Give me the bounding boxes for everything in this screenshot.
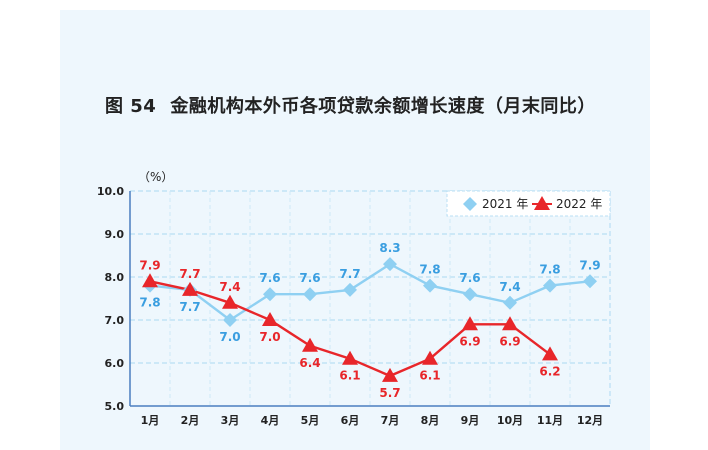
series-point <box>303 287 317 302</box>
series-point <box>542 346 558 361</box>
x-tick-label: 11月 <box>537 414 563 427</box>
x-tick-label: 4月 <box>261 414 280 427</box>
legend-marker-2021 <box>463 197 477 211</box>
x-tick-label: 8月 <box>421 414 440 427</box>
data-label-2022: 6.4 <box>299 356 320 370</box>
data-label-2021: 7.4 <box>499 280 520 294</box>
series-point <box>342 350 358 365</box>
series-point <box>383 257 397 272</box>
series-point <box>502 316 518 331</box>
legend-label-2022: 2022 年 <box>556 197 602 211</box>
series-point <box>463 287 477 302</box>
x-tick-label: 3月 <box>221 414 240 427</box>
x-tick-label: 9月 <box>461 414 480 427</box>
series-point <box>382 367 398 382</box>
data-label-2022: 6.9 <box>459 334 480 348</box>
data-label-2021: 7.6 <box>259 271 280 285</box>
y-tick-label: 7.0 <box>105 314 125 327</box>
data-label-2021: 7.8 <box>419 263 440 277</box>
chart-panel <box>60 10 650 450</box>
x-tick-label: 6月 <box>341 414 360 427</box>
series-point <box>223 313 237 327</box>
x-tick-label: 12月 <box>577 414 603 427</box>
figure-title-text: 金融机构本外币各项贷款余额增长速度（月末同比） <box>170 96 596 117</box>
data-label-2022: 5.7 <box>379 386 400 400</box>
series-point <box>263 287 277 302</box>
y-tick-label: 9.0 <box>105 228 125 241</box>
data-label-2021: 7.7 <box>179 300 200 314</box>
y-tick-label: 8.0 <box>105 271 125 284</box>
axes <box>129 191 610 407</box>
series-point <box>543 278 557 293</box>
series-point <box>302 337 318 352</box>
x-tick-labels: 1月 2月 3月 4月 5月 6月 7月 8月 9月 10月 11月 12月 <box>141 414 603 427</box>
data-label-2021: 7.8 <box>539 263 560 277</box>
data-label-2022: 6.9 <box>499 334 520 348</box>
data-label-2021: 7.8 <box>139 296 160 310</box>
data-label-2022: 6.2 <box>539 364 560 378</box>
data-label-2022: 6.1 <box>339 369 360 383</box>
x-tick-label: 10月 <box>497 414 523 427</box>
legend-label-2021: 2021 年 <box>482 197 528 211</box>
series-point <box>262 312 278 326</box>
x-tick-label: 2月 <box>181 414 200 427</box>
figure-number: 图 54 <box>105 96 157 117</box>
figure-title: 图 54 金融机构本外币各项贷款余额增长速度（月末同比） <box>105 92 596 118</box>
data-label-2021: 7.6 <box>299 271 320 285</box>
legend: 2021 年 2022 年 <box>446 190 611 217</box>
data-label-2022: 7.7 <box>179 267 200 281</box>
data-label-2022: 7.9 <box>139 258 160 272</box>
data-label-2022: 6.1 <box>419 369 440 383</box>
series-group: 7.8 7.7 7.0 7.6 7.6 7.7 8.3 7.8 7.6 7.4 7.8 7.9 7.9 7… <box>139 241 600 400</box>
series-point <box>142 273 158 288</box>
series-point <box>423 278 437 293</box>
y-tick-label: 6.0 <box>105 357 125 370</box>
data-label-2022: 7.4 <box>219 280 240 294</box>
series-point <box>462 316 478 331</box>
series-point <box>503 295 517 310</box>
data-label-2021: 8.3 <box>379 241 400 255</box>
legend-marker-2022 <box>534 196 550 210</box>
series-point <box>222 294 238 309</box>
series-point <box>422 350 438 365</box>
y-unit-label: （%） <box>138 170 173 184</box>
data-label-2021: 7.0 <box>219 330 240 344</box>
x-tick-label: 5月 <box>301 414 320 427</box>
x-tick-label: 7月 <box>381 414 400 427</box>
data-label-2022: 7.0 <box>259 330 280 344</box>
series-point <box>583 274 597 289</box>
data-label-2021: 7.7 <box>339 267 360 281</box>
x-tick-label: 1月 <box>141 414 160 427</box>
data-label-2021: 7.9 <box>579 258 600 272</box>
series-point <box>182 281 198 296</box>
series-line-2021 <box>149 262 591 322</box>
y-tick-labels: 5.0 6.0 7.0 8.0 9.0 10.0 <box>97 185 124 413</box>
y-tick-label: 5.0 <box>105 400 125 413</box>
y-tick-label: 10.0 <box>97 185 124 198</box>
data-label-2021: 7.6 <box>459 271 480 285</box>
series-point <box>343 282 357 297</box>
